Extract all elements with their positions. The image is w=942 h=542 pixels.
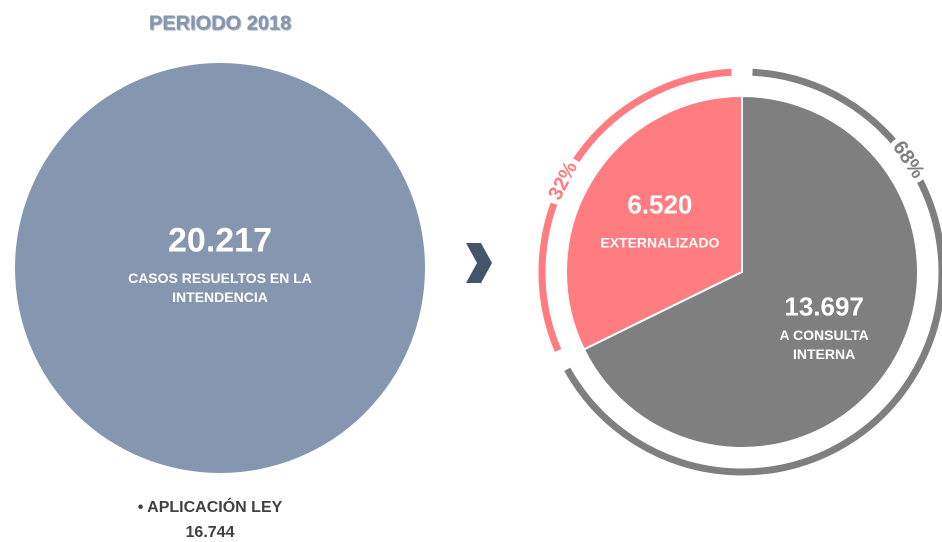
footer-label-text: APLICACIÓN LEY xyxy=(147,499,283,516)
arrow xyxy=(466,243,492,283)
title: PERIODO 2018 xyxy=(148,12,292,35)
total-circle xyxy=(15,63,425,473)
slice-label: EXTERNALIZADO xyxy=(600,234,720,251)
outer-ring xyxy=(538,68,732,352)
footer-value: 16.744 xyxy=(185,524,235,541)
total-value: 20.217 xyxy=(168,221,272,260)
footer-label: • APLICACIÓN LEY xyxy=(137,499,283,516)
slice-label: A CONSULTA INTERNA xyxy=(779,327,869,363)
slice-value: 6.520 xyxy=(627,189,693,220)
outer-ring xyxy=(564,68,942,476)
pie-slice xyxy=(565,94,743,351)
total-label: CASOS RESUELTOS EN LA INTENDENCIA xyxy=(128,270,312,305)
slice-value: 13.697 xyxy=(784,291,864,322)
pie-slice xyxy=(582,94,919,449)
